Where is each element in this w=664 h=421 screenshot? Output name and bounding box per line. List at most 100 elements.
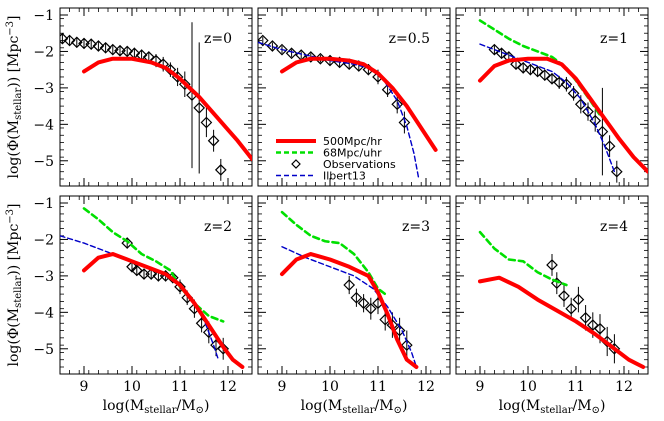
series-line-500mpc-hr: [280, 56, 438, 152]
y-tick-label: −5: [33, 154, 54, 170]
observation-point: [343, 279, 356, 291]
series-line-68mpc-uhr: [82, 207, 225, 323]
series-line-500mpc-hr: [280, 252, 419, 369]
legend-item: Observations: [291, 158, 396, 171]
x-tick-label: 10: [519, 379, 537, 395]
observation-point: [391, 98, 404, 111]
panel-label: z=3: [402, 219, 430, 235]
observation-point: [258, 34, 269, 47]
observation-point: [207, 134, 220, 147]
legend-marker: [291, 159, 301, 169]
y-tick-label: −4: [33, 117, 54, 133]
legend-label: Ilbert13: [323, 170, 366, 183]
observation-point: [350, 291, 363, 304]
series-line-500mpc-hr: [82, 56, 252, 161]
observation-point: [565, 302, 578, 315]
observation-point: [60, 32, 69, 45]
observation-point: [145, 268, 158, 280]
x-tick-label: 11: [369, 379, 387, 395]
x-axis-label-left: log(Mstellar/M⊙): [103, 398, 210, 416]
x-tick-label: 11: [567, 379, 585, 395]
y-axis-label-top: log(Φ(Mstellar)) [Mpc−3]: [5, 15, 24, 178]
observation-point: [546, 259, 558, 271]
observation-point: [567, 87, 580, 100]
y-tick-label: −2: [33, 44, 54, 60]
observation-point: [200, 116, 213, 129]
panel-data: [258, 34, 438, 180]
observation-point: [157, 58, 170, 71]
legend-label: 68Mpc/uhr: [323, 147, 382, 160]
observation-point: [558, 290, 570, 302]
observation-point: [121, 45, 134, 58]
observation-point: [579, 311, 592, 324]
panel-label: z=1: [600, 31, 628, 47]
observation-point: [560, 78, 573, 91]
observation-point: [524, 63, 537, 76]
observation-point: [217, 342, 230, 355]
observation-point: [546, 72, 558, 85]
observation-point: [126, 260, 138, 273]
observation-point: [550, 277, 563, 290]
observation-point: [364, 302, 377, 315]
x-tick-label: 12: [219, 379, 237, 395]
panel-z=3: 9 10 11 12 z=3: [257, 195, 451, 395]
series-line-68mpc-uhr: [478, 19, 602, 117]
x-tick-label: 12: [615, 379, 633, 395]
x-axis-label-middle: log(Mstellar/M⊙): [301, 398, 408, 416]
series-line-500mpc-hr: [478, 275, 646, 369]
y-tick-label: −4: [33, 305, 54, 321]
y-axis-label-bottom: log(Φ(Mstellar)) [Mpc−3]: [5, 203, 24, 366]
x-tick-label: 9: [278, 379, 287, 395]
observation-point: [85, 38, 98, 51]
panel-z=0.5: z=0.5: [257, 7, 451, 187]
x-tick-label: 12: [417, 379, 435, 395]
x-tick-label: 9: [80, 379, 89, 395]
series-line-68mpc-uhr: [478, 230, 568, 287]
series-line-500mpc-hr: [82, 252, 245, 369]
legend-item: Ilbert13: [276, 170, 366, 183]
observation-point: [586, 319, 599, 331]
y-tick-label: −5: [33, 342, 54, 358]
panel-z=0: −1 −2 −3 −4 −5 z=0: [33, 7, 253, 187]
panel-data: [478, 230, 646, 369]
x-tick-label: 9: [476, 379, 485, 395]
observation-point: [574, 98, 587, 111]
legend-item: 500Mpc/hr: [276, 135, 382, 148]
series-line-500mpc-hr: [478, 56, 648, 174]
observation-point: [400, 339, 413, 351]
observation-point: [121, 237, 134, 249]
panel-z=4: 9 10 11 12 z=4: [455, 195, 649, 395]
observation-point: [266, 40, 279, 52]
observation-point: [596, 125, 609, 138]
panel-label: z=4: [600, 219, 628, 235]
observation-point: [193, 102, 206, 114]
series-line-ilbert13: [281, 246, 418, 368]
panel-label: z=2: [204, 219, 232, 235]
y-tick-label: −2: [33, 232, 54, 248]
legend-item: 68Mpc/uhr: [276, 147, 382, 160]
observation-point: [357, 297, 370, 310]
observation-point: [398, 116, 411, 129]
panel-data: [280, 210, 419, 369]
y-tick-label: −1: [33, 196, 54, 212]
observation-point: [572, 293, 585, 306]
observation-point: [70, 36, 83, 49]
observation-point: [99, 41, 112, 54]
observation-point: [78, 37, 90, 50]
observation-point: [106, 43, 119, 56]
series-line-ilbert13: [60, 235, 220, 361]
panel-data: [60, 22, 252, 181]
panel-data: [478, 19, 648, 183]
observation-point: [594, 322, 606, 335]
panel-data: [60, 207, 245, 369]
observation-point: [174, 280, 186, 293]
y-tick-label: −1: [33, 8, 54, 24]
panel-label: z=0.5: [389, 31, 430, 47]
legend-label: Observations: [323, 158, 396, 171]
observation-point: [517, 61, 530, 74]
observation-point: [538, 69, 551, 81]
y-tick-label: −3: [33, 81, 54, 97]
observation-point: [214, 164, 227, 176]
